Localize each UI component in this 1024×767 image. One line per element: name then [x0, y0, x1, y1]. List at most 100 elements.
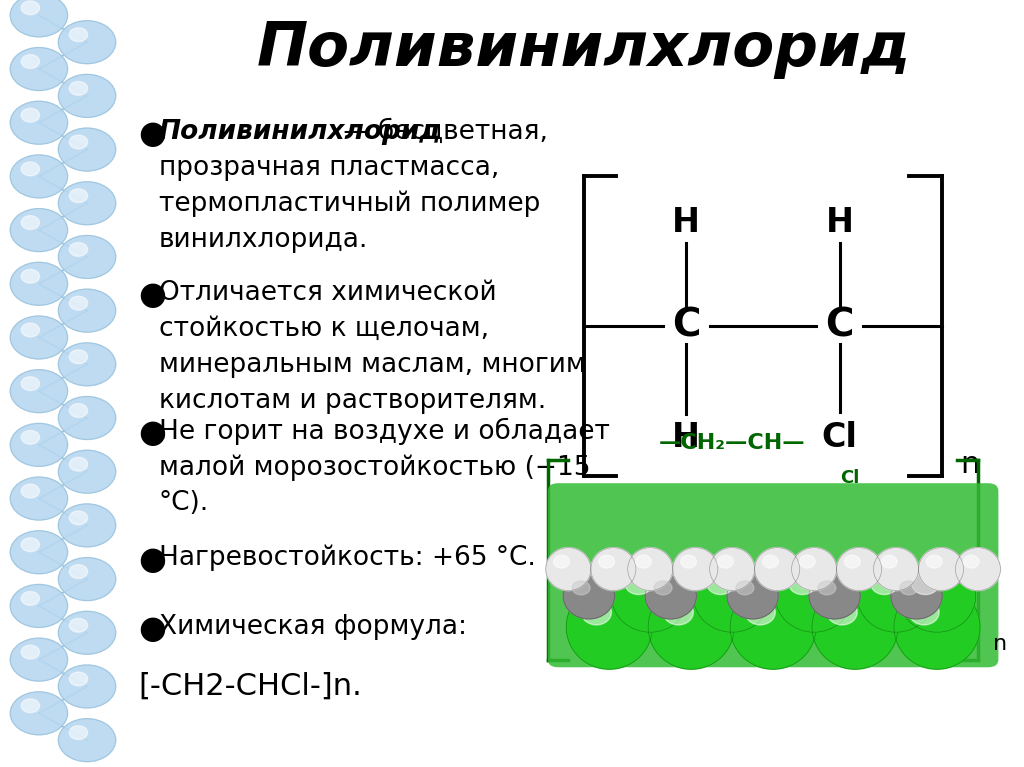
- Text: прозрачная пластмасса,: прозрачная пластмасса,: [159, 155, 499, 181]
- Text: —CH₂—CH—: —CH₂—CH—: [658, 433, 806, 453]
- Ellipse shape: [563, 573, 614, 619]
- Ellipse shape: [809, 573, 860, 619]
- Ellipse shape: [909, 600, 939, 625]
- Ellipse shape: [572, 581, 590, 595]
- Circle shape: [58, 182, 116, 225]
- Ellipse shape: [755, 548, 800, 591]
- Ellipse shape: [730, 584, 816, 669]
- Ellipse shape: [707, 573, 734, 594]
- Circle shape: [22, 430, 40, 444]
- Ellipse shape: [812, 584, 898, 669]
- Circle shape: [10, 209, 68, 252]
- Text: Cl: Cl: [821, 420, 858, 454]
- Text: Cl: Cl: [841, 469, 859, 487]
- Text: H: H: [672, 420, 700, 454]
- Circle shape: [58, 719, 116, 762]
- Ellipse shape: [599, 555, 614, 568]
- Circle shape: [22, 377, 40, 390]
- Text: Отличается химической: Отличается химической: [159, 280, 497, 306]
- Text: ●: ●: [138, 119, 166, 150]
- Circle shape: [58, 21, 116, 64]
- Ellipse shape: [792, 548, 837, 591]
- Ellipse shape: [645, 573, 696, 619]
- Text: термопластичный полимер: термопластичный полимер: [159, 191, 540, 218]
- Circle shape: [22, 591, 40, 605]
- Ellipse shape: [546, 548, 591, 591]
- Circle shape: [58, 558, 116, 601]
- Circle shape: [10, 262, 68, 305]
- Circle shape: [58, 343, 116, 386]
- Circle shape: [58, 235, 116, 278]
- Ellipse shape: [927, 555, 942, 568]
- Text: Нагревостойкость: +65 °C.: Нагревостойкость: +65 °C.: [159, 545, 536, 571]
- Circle shape: [22, 216, 40, 229]
- Circle shape: [70, 618, 88, 632]
- Text: [-CH2-CHCl-]n.: [-CH2-CHCl-]n.: [138, 672, 362, 701]
- Circle shape: [58, 611, 116, 654]
- Text: Не горит на воздухе и обладает: Не горит на воздухе и обладает: [159, 418, 609, 446]
- Ellipse shape: [900, 581, 918, 595]
- Circle shape: [70, 726, 88, 739]
- Ellipse shape: [964, 555, 979, 568]
- Circle shape: [10, 316, 68, 359]
- Circle shape: [22, 484, 40, 498]
- Circle shape: [22, 54, 40, 68]
- Circle shape: [10, 48, 68, 91]
- Circle shape: [10, 477, 68, 520]
- Circle shape: [70, 565, 88, 578]
- Bar: [548, 445, 998, 675]
- Ellipse shape: [873, 548, 919, 591]
- Ellipse shape: [882, 555, 897, 568]
- Ellipse shape: [710, 548, 755, 591]
- Circle shape: [70, 457, 88, 471]
- Ellipse shape: [818, 581, 836, 595]
- Text: стойкостью к щелочам,: стойкостью к щелочам,: [159, 316, 488, 342]
- Circle shape: [70, 403, 88, 417]
- Text: винилхлорида.: винилхлорида.: [159, 227, 368, 253]
- Circle shape: [70, 350, 88, 364]
- Circle shape: [58, 289, 116, 332]
- Text: Поливинилхлорид: Поливинилхлорид: [159, 119, 441, 145]
- Ellipse shape: [870, 573, 898, 594]
- Ellipse shape: [554, 555, 569, 568]
- Ellipse shape: [681, 555, 696, 568]
- Circle shape: [70, 296, 88, 310]
- Ellipse shape: [654, 581, 672, 595]
- Circle shape: [10, 638, 68, 681]
- Circle shape: [70, 28, 88, 41]
- Text: n: n: [993, 634, 1008, 654]
- Ellipse shape: [718, 555, 733, 568]
- Ellipse shape: [745, 600, 775, 625]
- Circle shape: [58, 74, 116, 117]
- Ellipse shape: [837, 548, 882, 591]
- Circle shape: [58, 450, 116, 493]
- Text: Химическая формула:: Химическая формула:: [159, 614, 467, 640]
- Ellipse shape: [775, 561, 853, 632]
- Ellipse shape: [736, 581, 754, 595]
- Ellipse shape: [919, 548, 964, 591]
- Ellipse shape: [673, 548, 718, 591]
- Text: ●: ●: [138, 545, 166, 575]
- Ellipse shape: [625, 573, 652, 594]
- Text: кислотам и растворителям.: кислотам и растворителям.: [159, 388, 546, 414]
- Circle shape: [22, 699, 40, 713]
- Circle shape: [10, 370, 68, 413]
- Circle shape: [22, 645, 40, 659]
- Text: минеральным маслам, многим: минеральным маслам, многим: [159, 352, 586, 378]
- Ellipse shape: [763, 555, 778, 568]
- Ellipse shape: [891, 573, 942, 619]
- Ellipse shape: [664, 600, 693, 625]
- Circle shape: [58, 128, 116, 171]
- Text: C: C: [672, 307, 700, 345]
- Ellipse shape: [693, 561, 771, 632]
- Text: C: C: [825, 307, 854, 345]
- Circle shape: [58, 665, 116, 708]
- Ellipse shape: [894, 584, 980, 669]
- Ellipse shape: [636, 555, 651, 568]
- Ellipse shape: [727, 573, 778, 619]
- Circle shape: [10, 692, 68, 735]
- FancyBboxPatch shape: [548, 483, 998, 667]
- Circle shape: [22, 1, 40, 15]
- Text: ●: ●: [138, 280, 166, 311]
- Ellipse shape: [648, 584, 734, 669]
